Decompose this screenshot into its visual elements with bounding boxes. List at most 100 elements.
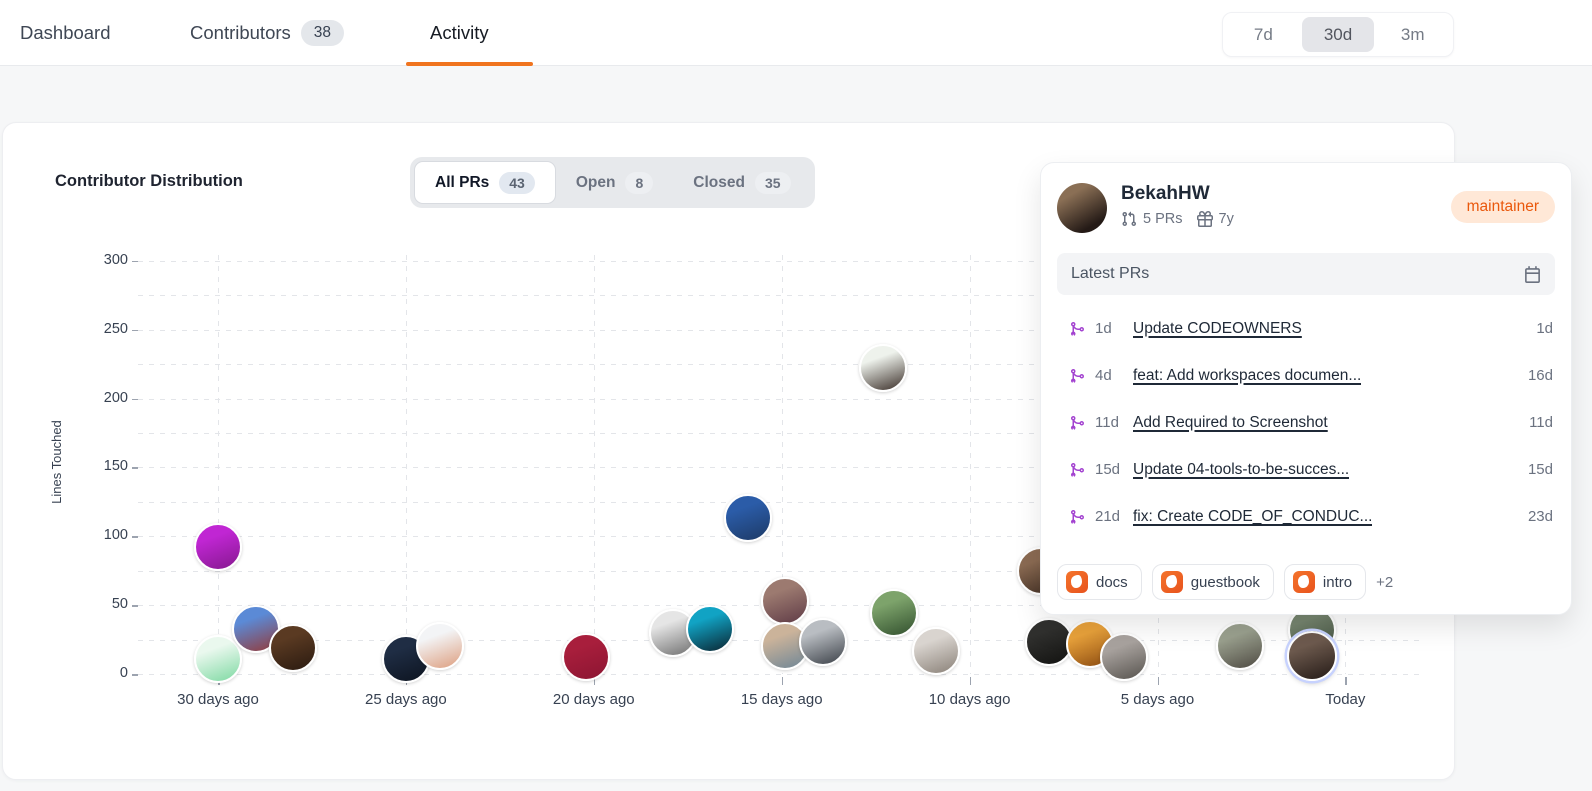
contributor-avatar[interactable] — [1099, 633, 1148, 682]
range-option-30d[interactable]: 30d — [1301, 17, 1375, 52]
calendar-icon[interactable] — [1524, 265, 1541, 283]
contributor-avatar-highlighted[interactable] — [1286, 631, 1337, 682]
filter-open-label: Open — [575, 173, 616, 191]
repo-icon — [1160, 571, 1183, 593]
closed-count-badge: 35 — [754, 171, 791, 194]
contributor-avatar[interactable] — [1216, 622, 1265, 671]
y-gridline — [138, 501, 1420, 503]
tab-activity[interactable]: Activity — [430, 0, 489, 66]
pr-row: 1d Update CODEOWNERS 1d — [1057, 305, 1555, 352]
y-gridline — [138, 295, 1420, 297]
pull-request-icon — [1122, 211, 1137, 226]
repo-tag-pill[interactable]: intro — [1283, 564, 1367, 600]
y-axis-tick — [132, 536, 138, 538]
popup-header: BekahHW 5 PRs 7y maintainer — [1057, 183, 1555, 233]
contributor-profile-avatar[interactable] — [1057, 183, 1107, 233]
contributor-avatar[interactable] — [761, 577, 810, 626]
y-axis-tick — [132, 329, 138, 332]
y-axis-tick-label: 150 — [103, 458, 128, 475]
contributor-avatar[interactable] — [415, 622, 464, 671]
y-axis-tick — [132, 674, 138, 676]
pr-title-link[interactable]: Update CODEOWNERS — [1133, 319, 1302, 337]
filter-closed-label: Closed — [693, 173, 745, 191]
tenure-stat: 7y — [1196, 210, 1234, 227]
contributor-avatar[interactable] — [859, 344, 908, 393]
pr-row: 4d feat: Add workspaces documen... 16d — [1057, 352, 1555, 399]
y-axis-tick — [132, 398, 138, 401]
latest-prs-list: 1d Update CODEOWNERS 1d 4d feat: Add workspa… — [1057, 305, 1555, 540]
gift-icon — [1196, 210, 1213, 227]
x-axis-tick-label: 20 days ago — [552, 691, 635, 708]
contributor-popup: BekahHW 5 PRs 7y maintainer Latest PRs 1… — [1040, 162, 1572, 615]
contributor-avatar[interactable] — [194, 634, 242, 683]
contributor-name[interactable]: BekahHW — [1121, 183, 1210, 204]
pr-title-link[interactable]: Update 04-tools-to-be-succes... — [1133, 460, 1350, 478]
x-axis-tick-label: 30 days ago — [177, 691, 259, 708]
open-count-badge: 8 — [625, 171, 654, 194]
y-gridline — [138, 364, 1420, 366]
range-option-7d[interactable]: 7d — [1253, 24, 1273, 44]
tab-dashboard[interactable]: Dashboard — [20, 0, 111, 66]
x-axis-tick-label: 10 days ago — [928, 691, 1011, 708]
pr-count-label: 5 PRs — [1143, 210, 1183, 227]
contributor-avatar[interactable] — [870, 589, 919, 638]
contributor-avatar[interactable] — [269, 623, 318, 672]
latest-prs-title: Latest PRs — [1071, 265, 1150, 282]
git-merge-icon — [1069, 368, 1085, 384]
pr-merged-age: 11d — [1529, 414, 1553, 431]
repo-tag-pill[interactable]: docs — [1057, 564, 1142, 600]
git-merge-icon — [1069, 509, 1085, 525]
pr-age: 1d — [1095, 320, 1112, 337]
tenure-label: 7y — [1218, 210, 1234, 227]
pr-title-link[interactable]: Add Required to Screenshot — [1133, 413, 1328, 431]
x-axis-tick — [1345, 677, 1347, 685]
pr-row: 11d Add Required to Screenshot 11d — [1057, 399, 1555, 446]
pr-merged-age: 1d — [1536, 320, 1553, 337]
contributors-count-badge: 38 — [300, 20, 345, 46]
tag-pills: docs guestbook intro — [1057, 564, 1367, 600]
y-axis-tick — [132, 605, 138, 607]
repo-tag-label: intro — [1322, 573, 1353, 591]
contributor-avatar[interactable] — [686, 604, 735, 653]
contributor-tags-row: docs guestbook intro +2 — [1057, 564, 1393, 600]
contributor-avatar[interactable] — [799, 618, 848, 667]
tab-contributors-label: Contributors — [190, 22, 291, 43]
filter-open-prs[interactable]: Open 8 — [556, 161, 673, 204]
y-axis-tick — [132, 260, 138, 263]
git-merge-icon — [1069, 321, 1085, 337]
y-axis-tick-label: 100 — [103, 527, 128, 544]
all-prs-count-badge: 43 — [499, 171, 535, 194]
latest-prs-header: Latest PRs — [1057, 253, 1555, 295]
contributor-avatar[interactable] — [562, 633, 611, 682]
x-gridline — [781, 255, 783, 674]
y-gridline — [138, 398, 1420, 400]
time-range-selector: 7d 30d 3m — [1222, 12, 1454, 57]
repo-tag-pill[interactable]: guestbook — [1151, 564, 1274, 600]
y-axis-tick-label: 0 — [119, 665, 128, 681]
y-gridline — [138, 570, 1420, 572]
range-option-3m[interactable]: 3m — [1400, 24, 1425, 44]
contributor-avatar[interactable] — [194, 523, 242, 572]
contributor-avatar[interactable] — [911, 626, 960, 675]
tab-contributors[interactable]: Contributors 38 — [190, 0, 345, 66]
y-gridline — [138, 674, 1420, 675]
pr-merged-age: 16d — [1527, 367, 1553, 384]
x-gridline — [218, 255, 219, 674]
contributor-avatar[interactable] — [723, 494, 772, 543]
x-axis-tick — [969, 677, 972, 685]
y-axis-tick-label: 300 — [103, 251, 128, 268]
pr-row: 15d Update 04-tools-to-be-succes... 15d — [1057, 446, 1555, 493]
repo-tag-label: guestbook — [1190, 573, 1260, 591]
filter-closed-prs[interactable]: Closed 35 — [673, 161, 810, 204]
pr-title-link[interactable]: feat: Add workspaces documen... — [1133, 366, 1362, 384]
more-tags-count[interactable]: +2 — [1376, 573, 1394, 591]
x-axis-tick-label: 15 days ago — [740, 691, 823, 708]
filter-all-prs[interactable]: All PRs 43 — [414, 161, 556, 204]
y-axis-tick-label: 50 — [111, 596, 128, 613]
x-gridline — [593, 255, 595, 674]
pr-title-link[interactable]: fix: Create CODE_OF_CONDUC... — [1133, 507, 1373, 525]
contributor-identity: BekahHW 5 PRs 7y — [1121, 183, 1234, 227]
active-tab-indicator — [406, 62, 533, 66]
y-axis-title: Lines Touched — [49, 420, 64, 504]
